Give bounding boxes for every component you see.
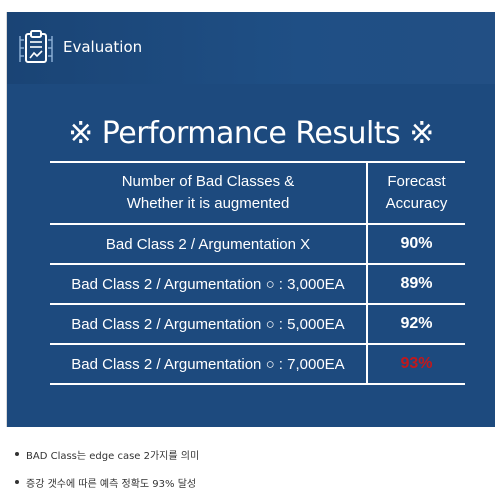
notes-list: BAD Class는 edge case 2가지를 의미 증강 갯수에 따른 예… <box>14 447 199 503</box>
row-condition: Bad Class 2 / Argumentation ○ : 5,000EA <box>50 304 368 345</box>
clipboard-chart-icon <box>19 30 53 63</box>
header-background <box>7 12 495 84</box>
row-condition: Bad Class 2 / Argumentation ○ : 3,000EA <box>50 264 368 305</box>
header-accuracy: Forecast Accuracy <box>367 161 465 225</box>
row-accuracy: 90% <box>367 224 465 265</box>
row-condition: Bad Class 2 / Argumentation ○ : 7,000EA <box>50 344 368 385</box>
row-condition: Bad Class 2 / Argumentation X <box>50 224 368 265</box>
table-header-row: Number of Bad Classes & Whether it is aug… <box>50 161 465 225</box>
table-row: Bad Class 2 / Argumentation ○ : 3,000EA … <box>50 264 465 305</box>
row-accuracy-highlighted: 93% <box>367 344 465 385</box>
table-row: Bad Class 2 / Argumentation ○ : 5,000EA … <box>50 304 465 345</box>
row-accuracy: 89% <box>367 264 465 305</box>
table-row: Bad Class 2 / Argumentation ○ : 7,000EA … <box>50 344 465 385</box>
row-accuracy: 92% <box>367 304 465 345</box>
table-row: Bad Class 2 / Argumentation X 90% <box>50 224 465 265</box>
slide-header: Evaluation <box>7 12 495 84</box>
header-condition: Number of Bad Classes & Whether it is aug… <box>50 161 368 225</box>
slide-title: ※ Performance Results ※ <box>68 116 434 151</box>
note-item: BAD Class는 edge case 2가지를 의미 <box>14 447 199 462</box>
note-item: 증강 갯수에 따른 예측 정확도 93% 달성 <box>14 475 199 490</box>
results-table: Number of Bad Classes & Whether it is aug… <box>50 161 465 385</box>
presentation-slide: Evaluation ※ Performance Results ※ Numbe… <box>6 12 495 427</box>
section-title: Evaluation <box>63 38 143 56</box>
